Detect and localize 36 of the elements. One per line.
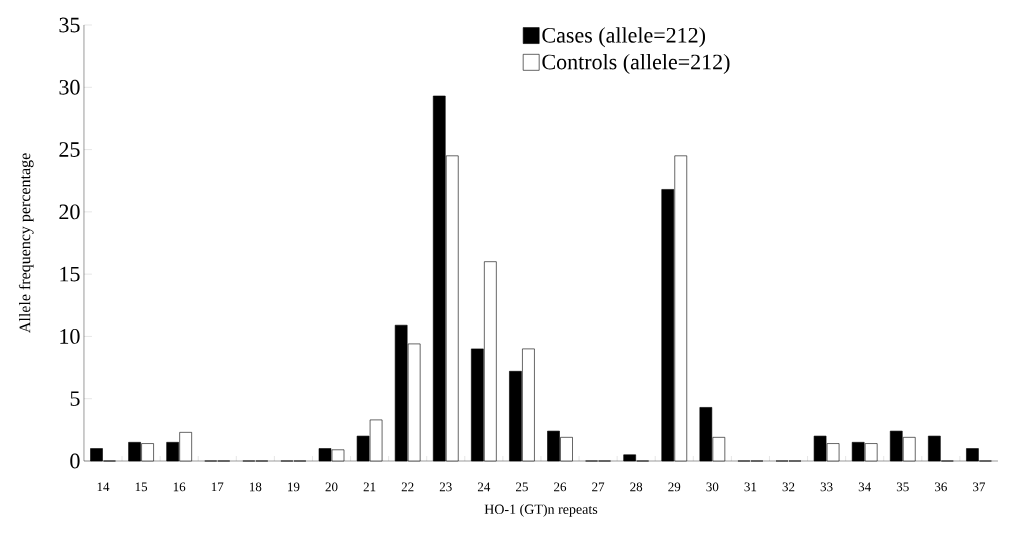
legend-label: Controls (allele=212) [542,53,730,74]
x-tick-label: 36 [934,482,947,492]
x-tick-label: 29 [668,482,681,492]
x-tick-label: 15 [135,482,148,492]
x-tick-label: 16 [173,482,186,492]
x-tick-label: 25 [516,482,528,492]
y-tick-label: 0 [70,453,80,469]
x-tick-label: 31 [744,482,757,492]
y-tick-label: 25 [59,142,80,157]
y-tick-label: 10 [60,329,80,344]
x-tick-label: 14 [97,482,110,492]
y-axis-title: Allele frequency percentage [18,153,34,334]
x-tick-label: 21 [363,482,376,492]
x-tick-label: 17 [211,482,224,492]
x-tick-label: 27 [592,482,605,492]
x-tick-label: 19 [288,482,300,492]
y-tick-label: 5 [70,391,80,407]
x-tick-label: 23 [439,482,452,492]
x-tick-label: 32 [782,482,795,492]
x-tick-label: 26 [554,482,567,492]
x-tick-label: 22 [401,482,414,492]
x-axis-title: HO-1 (GT)n repeats [484,504,598,517]
x-tick-label: 24 [477,482,491,492]
y-tick-label: 30 [59,79,80,95]
x-tick-label: 20 [325,482,338,492]
legend-label: Cases (allele=212) [542,27,706,48]
y-tick-label: 35 [59,17,80,33]
y-tick-label: 15 [60,266,80,282]
x-tick-label: 30 [706,482,719,492]
x-tick-label: 28 [630,482,643,492]
x-tick-label: 34 [858,482,871,492]
y-tick-label: 20 [59,204,80,220]
x-tick-label: 35 [896,482,909,492]
x-tick-label: 18 [249,482,262,492]
x-tick-label: 33 [820,482,833,492]
x-tick-label: 37 [973,482,986,492]
